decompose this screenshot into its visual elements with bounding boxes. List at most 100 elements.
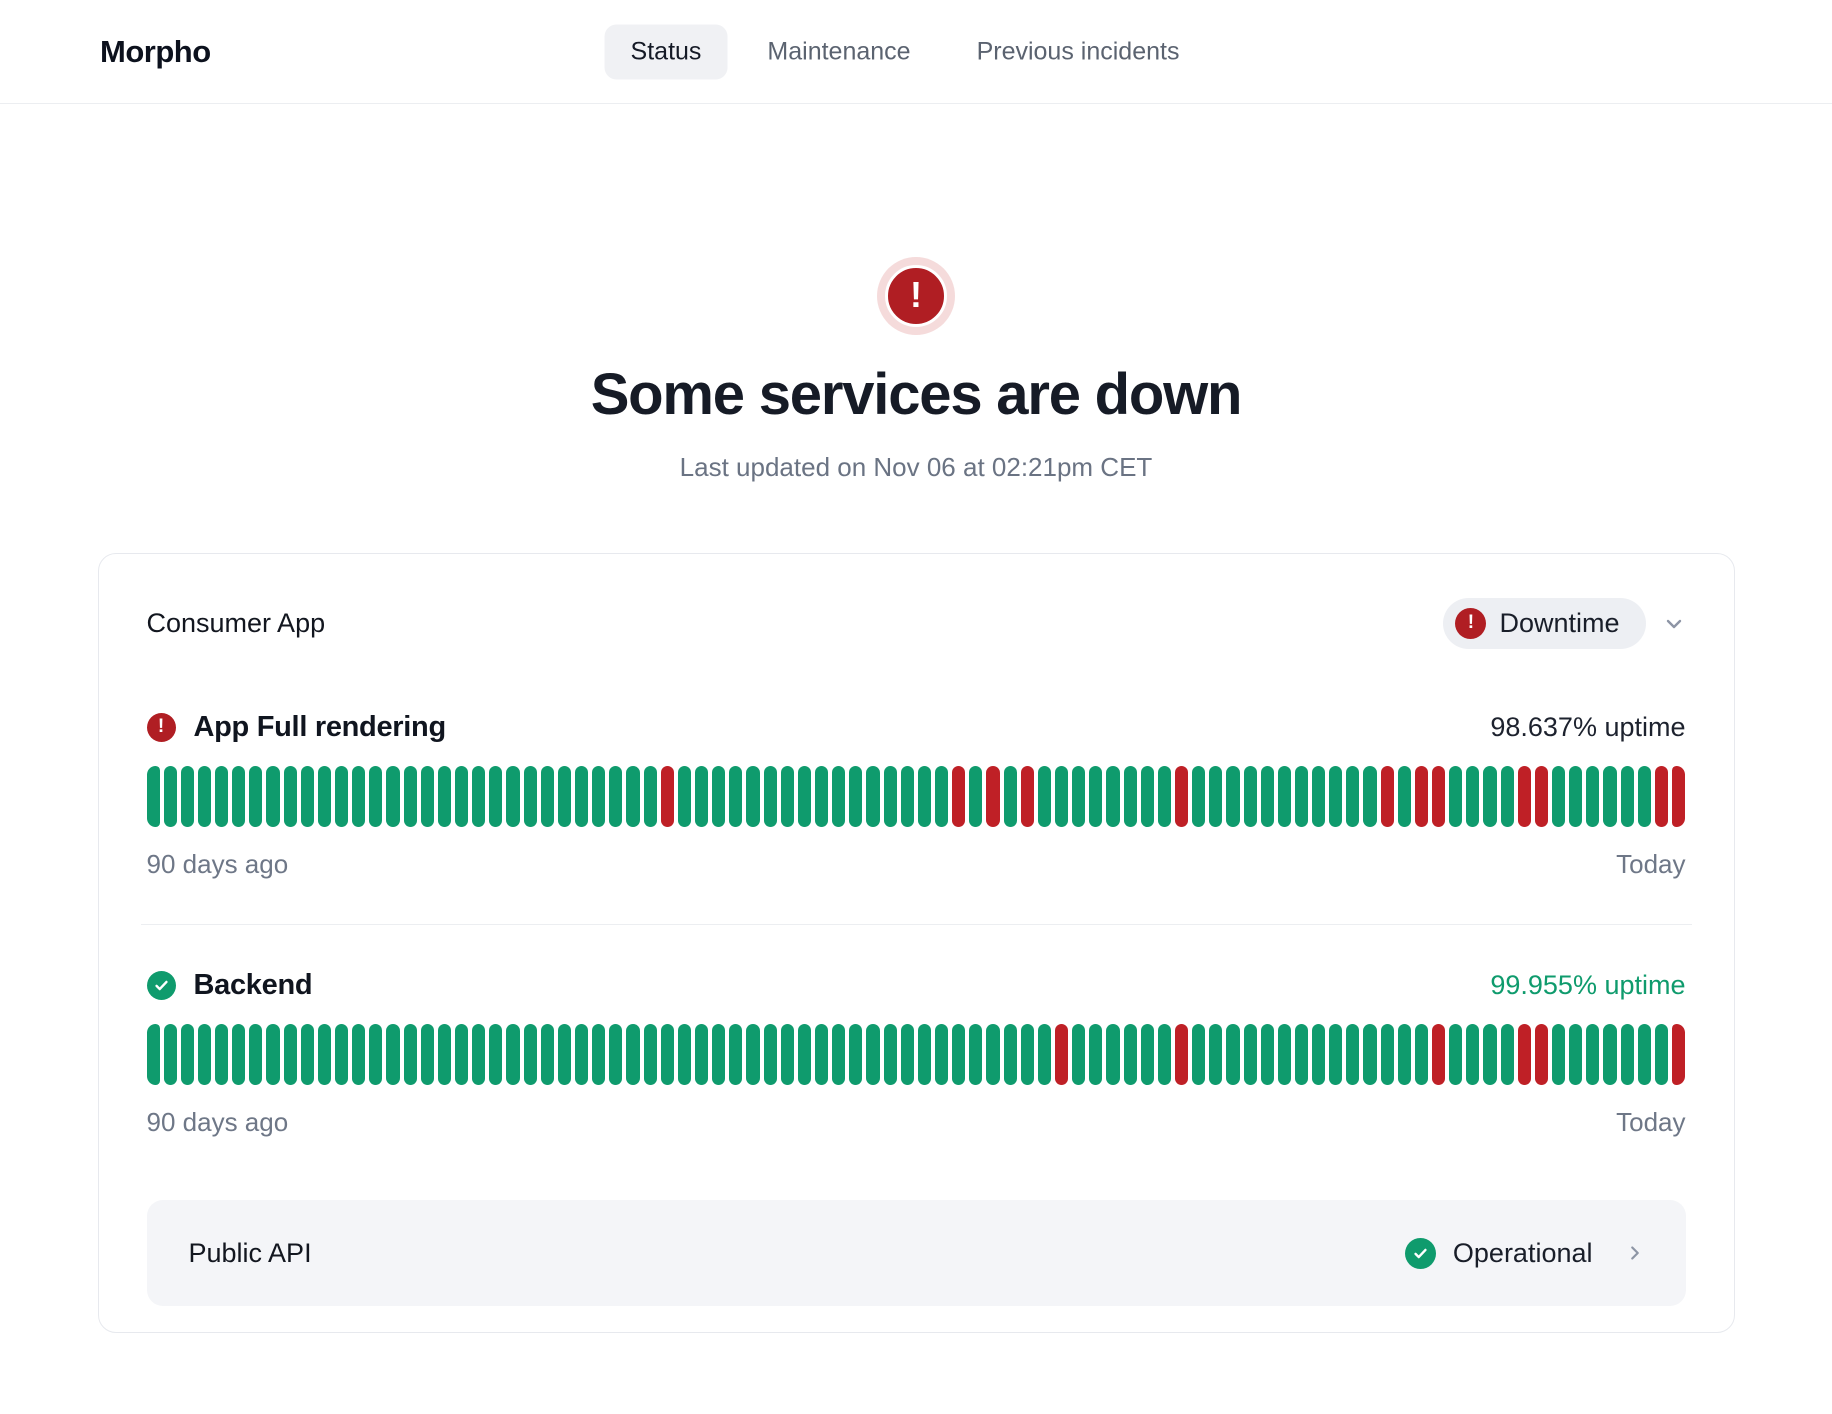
uptime-day-bar-up[interactable] [1329, 766, 1343, 827]
uptime-day-bar-up[interactable] [506, 1024, 520, 1085]
uptime-day-bar-up[interactable] [1397, 766, 1411, 827]
uptime-day-bar-down[interactable] [1672, 1024, 1686, 1085]
uptime-day-bar-up[interactable] [1157, 1024, 1171, 1085]
uptime-day-bar-up[interactable] [540, 1024, 554, 1085]
uptime-day-bar-up[interactable] [1277, 766, 1291, 827]
downtime-badge[interactable]: ! Downtime [1443, 598, 1646, 649]
uptime-day-bar-up[interactable] [352, 766, 366, 827]
uptime-day-bar-up[interactable] [1586, 766, 1600, 827]
uptime-day-bar-up[interactable] [797, 766, 811, 827]
uptime-day-bar-up[interactable] [1586, 1024, 1600, 1085]
uptime-day-bar-up[interactable] [180, 1024, 194, 1085]
uptime-day-bar-up[interactable] [1260, 766, 1274, 827]
uptime-day-bar-up[interactable] [1380, 1024, 1394, 1085]
uptime-day-bar-up[interactable] [403, 1024, 417, 1085]
uptime-day-bar-up[interactable] [420, 766, 434, 827]
uptime-day-bar-up[interactable] [1140, 766, 1154, 827]
uptime-day-bar-up[interactable] [472, 1024, 486, 1085]
uptime-day-bar-up[interactable] [557, 1024, 572, 1085]
uptime-day-bar-up[interactable] [1277, 1024, 1291, 1085]
uptime-day-bar-up[interactable] [1449, 1024, 1463, 1085]
uptime-day-bar-up[interactable] [1569, 1024, 1583, 1085]
uptime-day-bar-down[interactable] [1020, 766, 1034, 827]
uptime-day-bar-up[interactable] [1260, 1024, 1274, 1085]
uptime-day-bar-up[interactable] [866, 766, 880, 827]
uptime-day-bar-up[interactable] [1037, 766, 1051, 827]
uptime-day-bar-up[interactable] [163, 1024, 177, 1085]
uptime-day-bar-up[interactable] [335, 766, 349, 827]
uptime-day-bar-up[interactable] [232, 1024, 246, 1085]
uptime-day-bar-up[interactable] [609, 766, 623, 827]
uptime-day-bar-up[interactable] [455, 1024, 469, 1085]
uptime-day-bar-up[interactable] [215, 1024, 229, 1085]
uptime-day-bar-up[interactable] [283, 1024, 297, 1085]
uptime-day-bar-up[interactable] [369, 1024, 383, 1085]
uptime-day-bar-up[interactable] [369, 766, 383, 827]
uptime-day-bar-up[interactable] [1483, 1024, 1497, 1085]
uptime-day-bar-up[interactable] [866, 1024, 880, 1085]
uptime-day-bar-up[interactable] [746, 766, 760, 827]
uptime-day-bar-down[interactable] [1432, 1024, 1446, 1085]
uptime-day-bar-up[interactable] [814, 766, 829, 827]
uptime-day-bar-up[interactable] [592, 766, 606, 827]
uptime-day-bar-up[interactable] [249, 1024, 263, 1085]
uptime-day-bar-up[interactable] [557, 766, 572, 827]
uptime-day-bar-up[interactable] [695, 766, 709, 827]
uptime-day-bar-up[interactable] [1123, 1024, 1137, 1085]
uptime-day-bar-up[interactable] [1329, 1024, 1343, 1085]
uptime-day-bar-up[interactable] [746, 1024, 760, 1085]
uptime-day-bar-up[interactable] [712, 766, 726, 827]
uptime-day-bar-down[interactable] [1534, 766, 1549, 827]
uptime-day-bar-up[interactable] [1054, 766, 1069, 827]
uptime-day-bar-up[interactable] [437, 766, 452, 827]
uptime-day-bar-up[interactable] [660, 1024, 674, 1085]
uptime-day-bar-up[interactable] [695, 1024, 709, 1085]
uptime-day-bar-up[interactable] [934, 1024, 949, 1085]
uptime-day-bar-up[interactable] [146, 1024, 160, 1085]
uptime-day-bar-up[interactable] [592, 1024, 606, 1085]
uptime-day-bar-up[interactable] [712, 1024, 726, 1085]
tab-maintenance[interactable]: Maintenance [767, 37, 911, 65]
uptime-day-bar-up[interactable] [489, 766, 503, 827]
uptime-day-bar-up[interactable] [249, 766, 263, 827]
uptime-day-bar-up[interactable] [1397, 1024, 1411, 1085]
uptime-day-bar-down[interactable] [1534, 1024, 1549, 1085]
uptime-day-bar-up[interactable] [900, 766, 914, 827]
uptime-day-bar-up[interactable] [1106, 766, 1120, 827]
uptime-day-bar-up[interactable] [883, 1024, 897, 1085]
uptime-day-bar-up[interactable] [626, 1024, 640, 1085]
uptime-day-bar-up[interactable] [1603, 1024, 1617, 1085]
uptime-day-bar-up[interactable] [1003, 1024, 1017, 1085]
uptime-day-bar-up[interactable] [335, 1024, 349, 1085]
uptime-day-bar-up[interactable] [146, 766, 160, 827]
uptime-day-bar-up[interactable] [1243, 1024, 1257, 1085]
uptime-day-bar-up[interactable] [1346, 1024, 1360, 1085]
uptime-day-bar-up[interactable] [814, 1024, 829, 1085]
uptime-day-bar-up[interactable] [1414, 1024, 1429, 1085]
uptime-day-bar-up[interactable] [1346, 766, 1360, 827]
uptime-day-bar-up[interactable] [1294, 1024, 1309, 1085]
uptime-day-bar-up[interactable] [643, 766, 657, 827]
uptime-day-bar-up[interactable] [1569, 766, 1583, 827]
uptime-day-bar-up[interactable] [1037, 1024, 1051, 1085]
uptime-day-bar-up[interactable] [472, 766, 486, 827]
uptime-day-bar-up[interactable] [900, 1024, 914, 1085]
uptime-day-bar-up[interactable] [832, 766, 846, 827]
uptime-day-bar-up[interactable] [677, 1024, 691, 1085]
uptime-day-bar-up[interactable] [1192, 766, 1206, 827]
uptime-day-bar-up[interactable] [420, 1024, 434, 1085]
uptime-day-bar-up[interactable] [986, 1024, 1000, 1085]
uptime-day-bar-up[interactable] [300, 1024, 314, 1085]
uptime-day-bar-up[interactable] [403, 766, 417, 827]
uptime-day-bar-up[interactable] [1466, 766, 1480, 827]
uptime-day-bar-up[interactable] [1363, 1024, 1377, 1085]
uptime-day-bar-down[interactable] [1174, 1024, 1189, 1085]
public-api-row[interactable]: Public API Operational [146, 1200, 1686, 1306]
uptime-day-bar-down[interactable] [1174, 766, 1189, 827]
uptime-day-bar-up[interactable] [643, 1024, 657, 1085]
uptime-day-bar-up[interactable] [677, 766, 691, 827]
uptime-day-bar-up[interactable] [1620, 766, 1634, 827]
uptime-day-bar-up[interactable] [300, 766, 314, 827]
uptime-day-bar-up[interactable] [1603, 766, 1617, 827]
uptime-day-bar-up[interactable] [969, 1024, 983, 1085]
